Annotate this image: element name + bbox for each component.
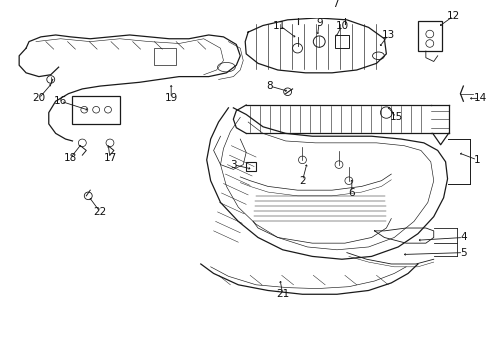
Text: 6: 6 <box>348 188 354 198</box>
Text: 15: 15 <box>389 112 402 122</box>
Circle shape <box>283 88 291 95</box>
Text: 9: 9 <box>315 18 322 28</box>
Text: 1: 1 <box>473 155 480 165</box>
Text: 19: 19 <box>164 93 178 103</box>
Text: 2: 2 <box>299 176 305 186</box>
Text: 21: 21 <box>276 289 289 299</box>
Text: 10: 10 <box>335 21 348 31</box>
Text: 12: 12 <box>446 11 459 21</box>
Text: 14: 14 <box>472 93 486 103</box>
Text: 4: 4 <box>459 233 466 243</box>
Text: 20: 20 <box>32 93 45 103</box>
Text: 16: 16 <box>54 96 67 106</box>
Circle shape <box>106 139 114 147</box>
Circle shape <box>47 76 55 83</box>
Text: 5: 5 <box>459 248 466 258</box>
Circle shape <box>78 139 86 147</box>
Circle shape <box>84 192 92 200</box>
Circle shape <box>334 161 342 168</box>
Text: 13: 13 <box>381 30 394 40</box>
Circle shape <box>344 177 352 184</box>
Text: 17: 17 <box>103 153 116 163</box>
Circle shape <box>298 156 306 164</box>
Text: 3: 3 <box>229 159 236 170</box>
Text: 11: 11 <box>273 21 286 31</box>
Circle shape <box>292 44 302 53</box>
Text: 22: 22 <box>93 207 106 217</box>
Text: 18: 18 <box>64 153 77 163</box>
Text: 8: 8 <box>266 81 273 91</box>
Text: 7: 7 <box>331 0 338 9</box>
